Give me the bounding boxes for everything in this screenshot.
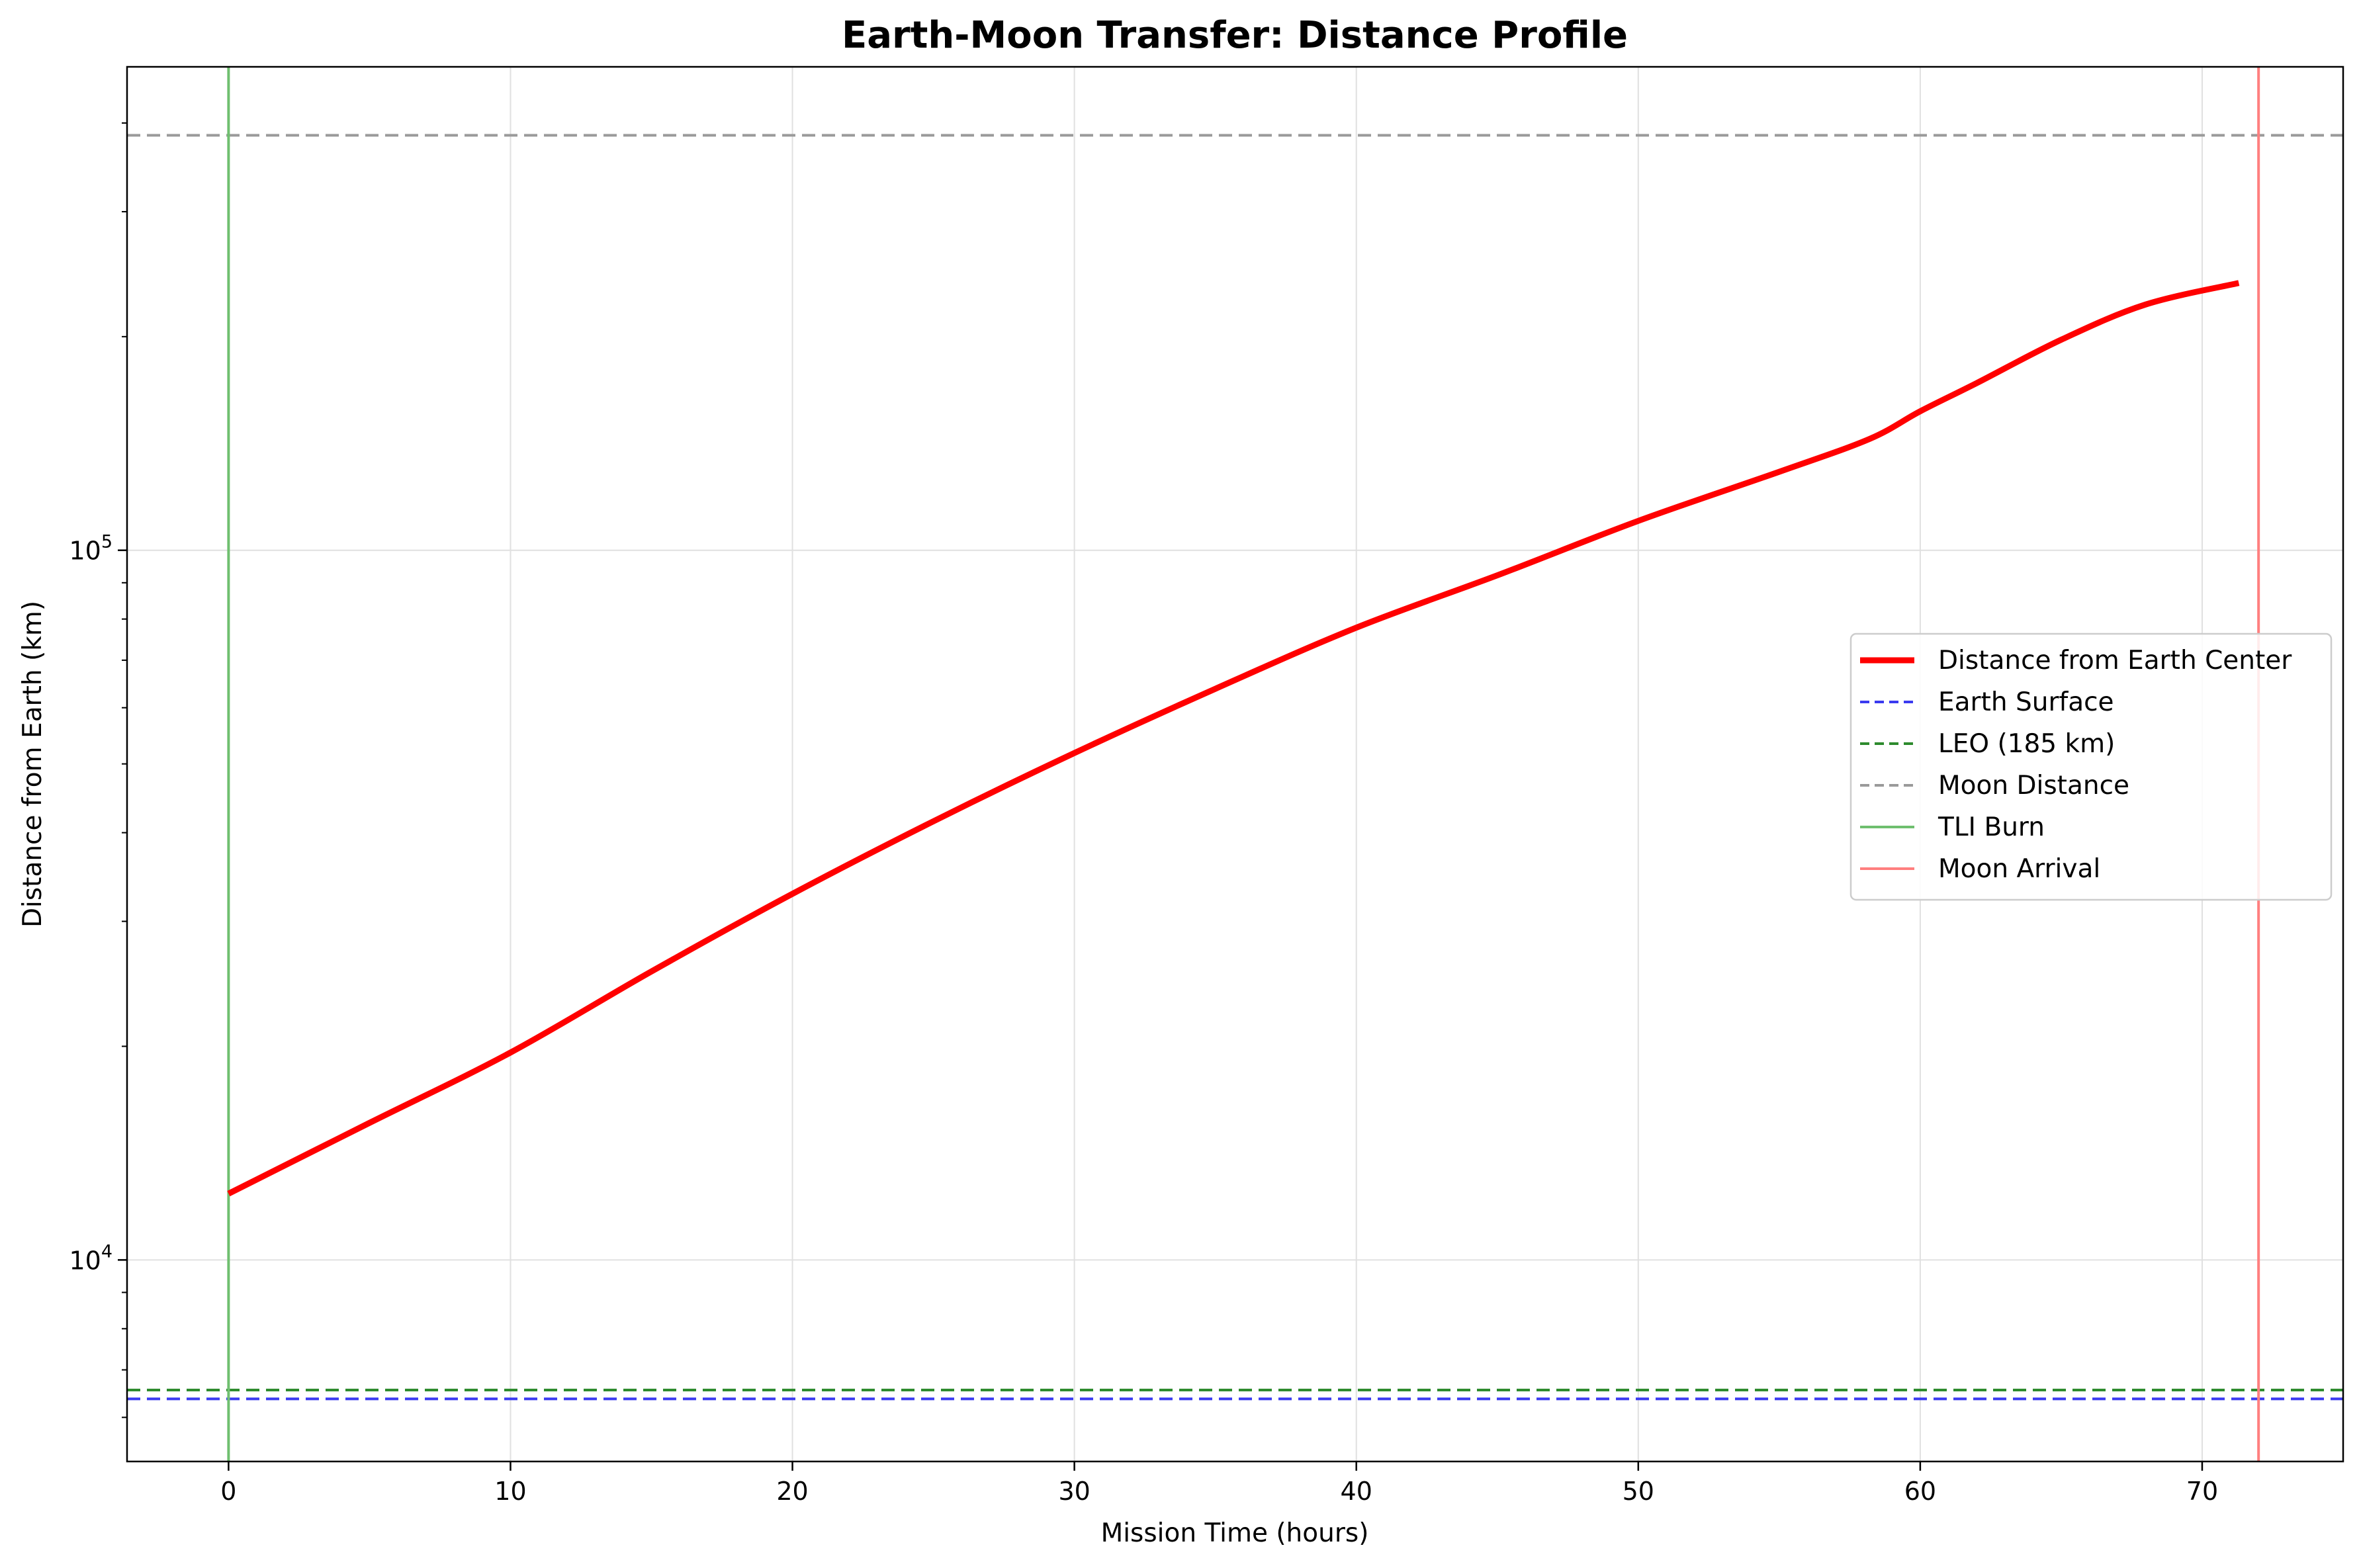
series-layer (227, 280, 2240, 1197)
x-axis-ticks: 0 10 20 30 40 50 60 70 (220, 1461, 2218, 1506)
y-axis-label: Distance from Earth (km) (18, 601, 48, 928)
legend-label: Distance from Earth Center (1938, 646, 2292, 675)
x-tick-label: 30 (1058, 1477, 1090, 1506)
legend-label: LEO (185 km) (1938, 729, 2115, 759)
x-tick-label: 10 (494, 1477, 526, 1506)
x-tick-label: 60 (1904, 1477, 1936, 1506)
y-tick-label: 105 (69, 532, 112, 566)
x-tick-label: 50 (1623, 1477, 1654, 1506)
legend-label: Moon Distance (1938, 771, 2129, 801)
x-axis-label: Mission Time (hours) (1101, 1518, 1369, 1548)
x-tick-label: 70 (2186, 1477, 2218, 1506)
grid (127, 67, 2343, 1461)
x-tick-label: 0 (220, 1477, 236, 1506)
y-tick-label: 104 (69, 1241, 112, 1275)
y-axis-ticks: 104 105 (69, 122, 127, 1418)
series-line-distance-from-earth-center (227, 280, 2240, 1197)
x-tick-label: 40 (1341, 1477, 1372, 1506)
legend-label: Earth Surface (1938, 687, 2114, 717)
x-tick-label: 20 (776, 1477, 808, 1506)
legend-box (1849, 632, 2333, 901)
chart-title: Earth-Moon Transfer: Distance Profile (842, 14, 1628, 57)
legend: Distance from Earth Center Earth Surface L… (1849, 632, 2333, 901)
legend-label: Moon Arrival (1938, 854, 2100, 884)
legend-label: TLI Burn (1938, 812, 2045, 842)
